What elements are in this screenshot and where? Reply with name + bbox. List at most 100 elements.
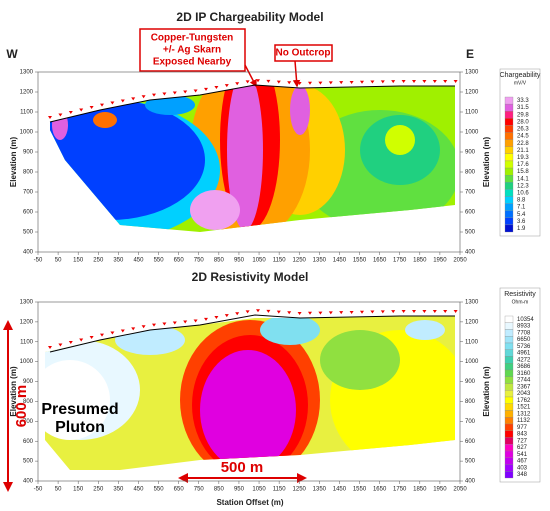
station-marker [162,92,167,96]
colorbar-label: 3160 [517,371,531,377]
station-marker [79,108,84,112]
colorbar-swatch [504,410,514,418]
colorbar-swatch [504,444,514,452]
colorbar-label: 1132 [517,418,531,424]
colorbar-unit: Ohm-m [512,299,529,305]
station-marker [328,311,333,315]
station-marker [162,322,167,326]
y-tick-label: 700 [465,419,476,425]
station-marker [58,113,63,117]
station-marker [68,341,73,345]
colorbar-label: 2367 [517,384,531,390]
x-tick-label: 1750 [393,487,407,493]
station-marker [360,80,364,84]
y-axis-title: Elevation (m) [482,137,491,188]
colorbar-swatch [504,146,514,154]
station-marker [453,80,458,83]
station-marker [48,116,52,119]
x-tick-label: 1550 [353,487,367,493]
y-tick-label: 900 [23,379,34,385]
station-marker [152,93,156,97]
colorbar-swatch [504,417,514,425]
callout-text: 500 m [221,459,264,476]
colorbar-unit: mV/V [514,80,527,86]
colorbar-label: 727 [517,438,528,444]
x-tick-label: 350 [113,487,124,493]
y-axis-title: Elevation (m) [9,366,18,417]
y-tick-label: 1100 [465,339,479,345]
colorbar-swatch [504,450,514,458]
y-tick-label: 1100 [20,110,34,116]
colorbar-label: 8933 [517,324,531,330]
colorbar-label: 19.3 [517,155,529,161]
colorbar-swatch [504,103,514,112]
colorbar-label: 4272 [517,357,531,363]
surface-line [49,314,455,353]
colorbar-swatch [504,210,514,218]
station-marker [318,311,323,315]
station-marker [432,310,437,313]
colorbar-swatch [504,383,514,391]
y-tick-label: 400 [23,250,34,256]
y-axis-title: Elevation (m) [482,366,491,417]
station-marker [297,311,302,315]
station-marker [152,323,156,327]
chart-title: 2D IP Chargeability Model [176,10,323,24]
station-marker [401,310,406,313]
station-marker [422,310,427,313]
x-tick-label: 950 [234,258,245,264]
colorbar-swatch [504,329,514,337]
side-label: W [6,47,18,61]
colorbar-swatch [504,356,514,364]
callout-arrow [292,60,301,88]
colorbar-label: 7708 [517,330,531,336]
station-marker [339,311,344,315]
x-tick-label: 1350 [313,487,327,493]
station-marker [276,310,281,314]
colorbar-title: Resistivity [504,291,536,298]
x-tick-label: 1150 [273,258,287,264]
y-tick-label: 1200 [465,90,479,96]
y-tick-label: 1300 [20,300,34,306]
station-marker [48,346,52,349]
colorbar-swatch [504,132,514,140]
callout-text: +/- Ag Skarn [163,45,221,56]
station-marker [131,97,136,101]
station-marker [235,82,240,86]
colorbar-swatch [504,390,514,398]
y-tick-label: 1000 [465,359,479,365]
station-marker [224,84,229,88]
colorbar-label: 977 [517,425,528,431]
colorbar-label: 348 [517,472,528,478]
x-tick-label: -50 [34,487,43,493]
x-tick-label: 750 [194,258,205,264]
plot-frame [37,71,461,253]
station-marker [380,80,385,84]
colorbar-label: 10.6 [517,190,529,196]
colorbar-label: 28.0 [517,119,529,125]
x-tick-label: 2050 [453,487,467,493]
station-marker [360,310,364,314]
station-marker [287,311,292,315]
x-tick-label: 1850 [413,487,427,493]
station-marker [89,106,94,110]
station-marker [183,320,188,324]
station-marker [204,87,208,91]
side-label: E [466,47,474,61]
y-tick-label: 400 [23,479,34,485]
y-tick-label: 1300 [20,70,34,76]
x-tick-label: 1050 [252,258,266,264]
colorbar-swatch [504,342,514,350]
station-marker [318,81,323,85]
colorbar-label: 29.8 [517,112,529,118]
colorbar-swatch [504,203,514,211]
station-marker [204,317,208,321]
y-tick-label: 400 [465,479,476,485]
station-marker [370,80,375,84]
x-tick-label: 550 [154,487,165,493]
colorbar-label: 467 [517,459,528,465]
x-tick-label: 150 [73,258,84,264]
colorbar-label: 5.4 [517,212,526,218]
station-marker [110,331,115,335]
